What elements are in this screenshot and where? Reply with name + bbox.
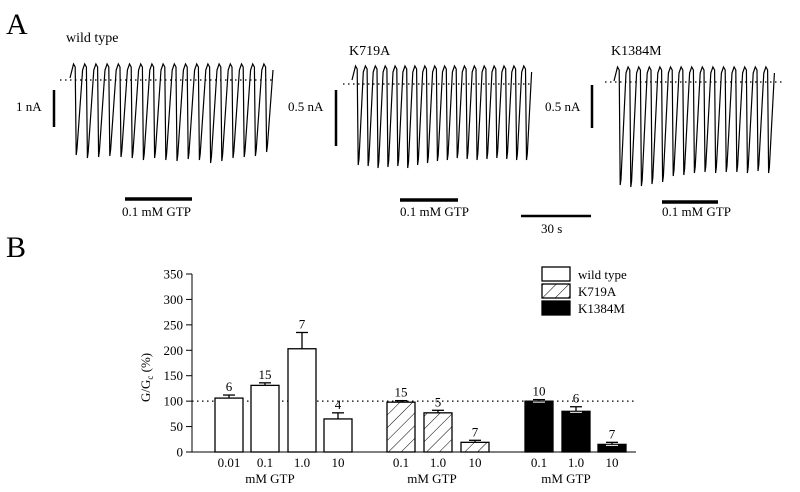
gtp-bar-label: 0.1 mM GTP bbox=[122, 204, 191, 219]
n-label: 15 bbox=[395, 385, 408, 400]
bar-wild-type bbox=[214, 397, 244, 453]
trace-title: K719A bbox=[349, 44, 391, 59]
bar-wild-type bbox=[287, 348, 317, 453]
legend-label-wild-type: wild type bbox=[578, 267, 627, 282]
x-category-label: 0.1 bbox=[393, 455, 409, 470]
n-label: 5 bbox=[435, 394, 442, 409]
x-category-label: 1.0 bbox=[568, 455, 584, 470]
scale-bar-label: 0.5 nA bbox=[288, 99, 324, 114]
bar-k719a bbox=[386, 401, 416, 453]
current-trace bbox=[613, 65, 775, 188]
y-tick-label: 50 bbox=[170, 419, 183, 434]
n-label: 10 bbox=[533, 384, 546, 399]
bar-k1384m bbox=[524, 400, 554, 453]
panel-b-label: B bbox=[6, 231, 26, 264]
x-category-label: 0.1 bbox=[257, 455, 273, 470]
bar-k719a bbox=[423, 412, 453, 453]
n-label: 15 bbox=[259, 367, 272, 382]
x-category-label: 10 bbox=[332, 455, 345, 470]
x-category-label: 10 bbox=[606, 455, 619, 470]
panel-a-label: A bbox=[6, 8, 28, 41]
bar-k719a bbox=[460, 441, 490, 453]
legend-swatch-k1384m bbox=[541, 300, 571, 316]
group-xlabel-k719a: mM GTP bbox=[407, 471, 456, 486]
legend-label-k719a: K719A bbox=[578, 284, 617, 299]
x-category-label: 0.01 bbox=[218, 455, 241, 470]
n-label: 7 bbox=[299, 316, 306, 331]
legend-label-k1384m: K1384M bbox=[578, 301, 625, 316]
group-xlabel-k1384m: mM GTP bbox=[541, 471, 590, 486]
scale-bar-label: 0.5 nA bbox=[545, 99, 581, 114]
y-tick-label: 250 bbox=[164, 317, 184, 332]
bar-k1384m bbox=[597, 443, 627, 453]
y-tick-label: 300 bbox=[164, 292, 184, 307]
bar-k1384m bbox=[561, 410, 591, 453]
n-label: 4 bbox=[335, 397, 342, 412]
x-category-label: 1.0 bbox=[294, 455, 310, 470]
legend-swatch-wild-type bbox=[541, 266, 571, 282]
y-tick-label: 0 bbox=[177, 445, 184, 460]
legend-swatch-k719a bbox=[541, 283, 571, 299]
bar-wild-type bbox=[250, 384, 280, 453]
n-label: 7 bbox=[609, 426, 616, 441]
trace-title: wild type bbox=[66, 31, 119, 46]
y-tick-label: 150 bbox=[164, 368, 184, 383]
trace-k1384m: K1384M 0.5 nA 0.1 mM GTP bbox=[545, 44, 782, 219]
x-category-label: 0.1 bbox=[531, 455, 547, 470]
gtp-bar-label: 0.1 mM GTP bbox=[662, 204, 731, 219]
n-label: 6 bbox=[573, 391, 580, 406]
y-tick-label: 200 bbox=[164, 343, 184, 358]
trace-k719a: K719A 0.5 nA 0.1 mM GTP 30 s bbox=[288, 44, 591, 236]
gtp-bar-label: 0.1 mM GTP bbox=[400, 204, 469, 219]
y-axis-title: G/Gc (%) bbox=[138, 353, 155, 402]
current-trace bbox=[351, 64, 533, 169]
y-tick-label: 100 bbox=[164, 394, 184, 409]
bar-wild-type bbox=[323, 418, 353, 453]
group-xlabel-wild-type: mM GTP bbox=[245, 471, 294, 486]
time-scale-label: 30 s bbox=[541, 221, 562, 236]
x-category-label: 10 bbox=[469, 455, 482, 470]
current-trace bbox=[69, 62, 274, 164]
legend: wild type K719A K1384M bbox=[541, 266, 627, 316]
panel-a: A wild type 1 nA 0.1 mM GTP K719A 0.5 nA… bbox=[6, 8, 782, 236]
x-category-label: 1.0 bbox=[430, 455, 446, 470]
trace-title: K1384M bbox=[611, 44, 662, 59]
n-label: 7 bbox=[472, 424, 479, 439]
trace-wild-type: wild type 1 nA 0.1 mM GTP bbox=[16, 31, 274, 219]
bars: 6 0.01 15 0.1 7 1.0 4 10 15 0.1 5 1.0 7 10 10 0.1 6 1.0 7 1… bbox=[214, 316, 627, 470]
y-tick-label: 350 bbox=[164, 267, 184, 282]
panel-b: B G/Gc (%) 0 50 100 150 200 250 300 350 6 0.01 15… bbox=[6, 231, 636, 486]
y-axis: 0 50 100 150 200 250 300 350 bbox=[164, 267, 193, 460]
n-label: 6 bbox=[226, 379, 233, 394]
scale-bar-label: 1 nA bbox=[16, 99, 42, 114]
